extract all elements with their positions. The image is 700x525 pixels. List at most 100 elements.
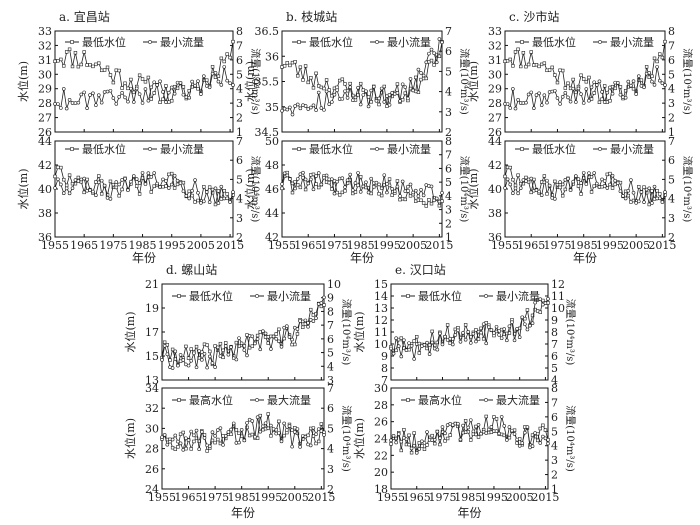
flow-point [263, 421, 268, 426]
flow-point [146, 171, 151, 175]
flow-point [353, 95, 358, 100]
flow-point [169, 182, 174, 187]
flow-point [64, 106, 69, 111]
legend-flow-marker [148, 40, 152, 44]
flow-point [160, 435, 164, 440]
flow-point [255, 415, 260, 419]
level-point [421, 201, 426, 205]
level-point [73, 51, 78, 55]
level-point [417, 441, 422, 445]
flow-point [192, 351, 196, 356]
flow-point [143, 182, 148, 186]
level-point [538, 426, 542, 431]
left-tick-label: 34 [145, 382, 159, 395]
flow-point [369, 88, 373, 93]
level-point [143, 80, 148, 84]
flow-point [345, 96, 350, 100]
flow-point [181, 92, 186, 97]
flow-point [600, 90, 604, 94]
level-point [427, 343, 432, 347]
flow-point [303, 104, 308, 108]
flow-point [303, 318, 308, 323]
right-tick-label: 1 [445, 231, 452, 244]
flow-point [271, 427, 276, 431]
flow-point [571, 179, 575, 184]
flow-point [492, 331, 496, 335]
y-right-axis-label: 流量(10⁴m³/s) [458, 48, 471, 115]
y-left-axis-label: 水位(m) [16, 168, 30, 209]
level-point [225, 192, 229, 196]
flow-point [387, 103, 392, 107]
flow-point [385, 190, 389, 195]
flow-point [277, 431, 281, 435]
flow-point [542, 93, 547, 98]
x-tick-label: 1995 [480, 491, 508, 504]
flow-point [526, 92, 531, 97]
legend-level-label: 最低水位 [418, 289, 462, 303]
x-tick-label: 1985 [129, 239, 157, 252]
x-tick-label: 1955 [377, 491, 405, 504]
level-point [536, 438, 540, 443]
flow-point [225, 196, 229, 201]
level-point [167, 172, 171, 177]
flow-point [374, 99, 379, 103]
level-point [589, 97, 594, 101]
legend-level-marker [406, 294, 410, 298]
level-point [523, 316, 527, 321]
flow-point [525, 327, 530, 332]
level-point [358, 175, 363, 179]
x-tick-label: 1975 [320, 239, 348, 252]
flow-point [213, 186, 218, 191]
right-tick-label: 2 [668, 112, 675, 125]
flow-line [161, 417, 325, 452]
flow-point [311, 319, 316, 323]
flow-point [581, 101, 586, 105]
flow-point [642, 85, 646, 90]
flow-point [507, 324, 512, 329]
flow-point [629, 178, 633, 182]
flow-point [406, 96, 410, 101]
flow-point [417, 341, 422, 346]
flow-point [202, 74, 206, 78]
flow-point [560, 182, 565, 187]
level-point [476, 435, 481, 439]
flow-point [605, 90, 610, 95]
flow-point [602, 100, 607, 104]
flow-point [505, 177, 510, 182]
flow-point [576, 86, 581, 91]
flow-point [164, 179, 168, 183]
right-tick-label: 6 [327, 333, 334, 346]
legend-flow-label: 最小流量 [610, 142, 654, 156]
flow-point [494, 429, 499, 433]
flow-point [319, 182, 324, 187]
flow-point [111, 182, 116, 187]
level-point [474, 328, 478, 332]
right-tick-label: 4 [445, 190, 452, 203]
flow-point [196, 190, 200, 195]
flow-point [553, 88, 557, 93]
level-point [538, 310, 542, 314]
level-point [330, 187, 334, 191]
flow-point [327, 102, 332, 106]
level-point [129, 77, 133, 82]
flow-point [623, 196, 628, 201]
flow-point [67, 98, 72, 102]
level-point [172, 186, 177, 190]
flow-point [516, 98, 520, 102]
flow-point [168, 439, 172, 444]
x-tick-label: 2005 [399, 239, 427, 252]
flow-point [306, 181, 311, 186]
level-point [149, 97, 153, 101]
left-tick-label: 28 [374, 399, 388, 412]
flow-point [453, 333, 458, 337]
level-point [327, 88, 331, 92]
level-point [56, 59, 60, 63]
flow-point [123, 95, 127, 100]
flow-point [539, 193, 544, 198]
right-tick-label: 2 [236, 231, 243, 244]
flow-point [389, 438, 393, 443]
flow-point [162, 433, 167, 437]
flow-point [56, 102, 60, 106]
plot-frame [54, 30, 234, 133]
flow-point [261, 329, 265, 333]
